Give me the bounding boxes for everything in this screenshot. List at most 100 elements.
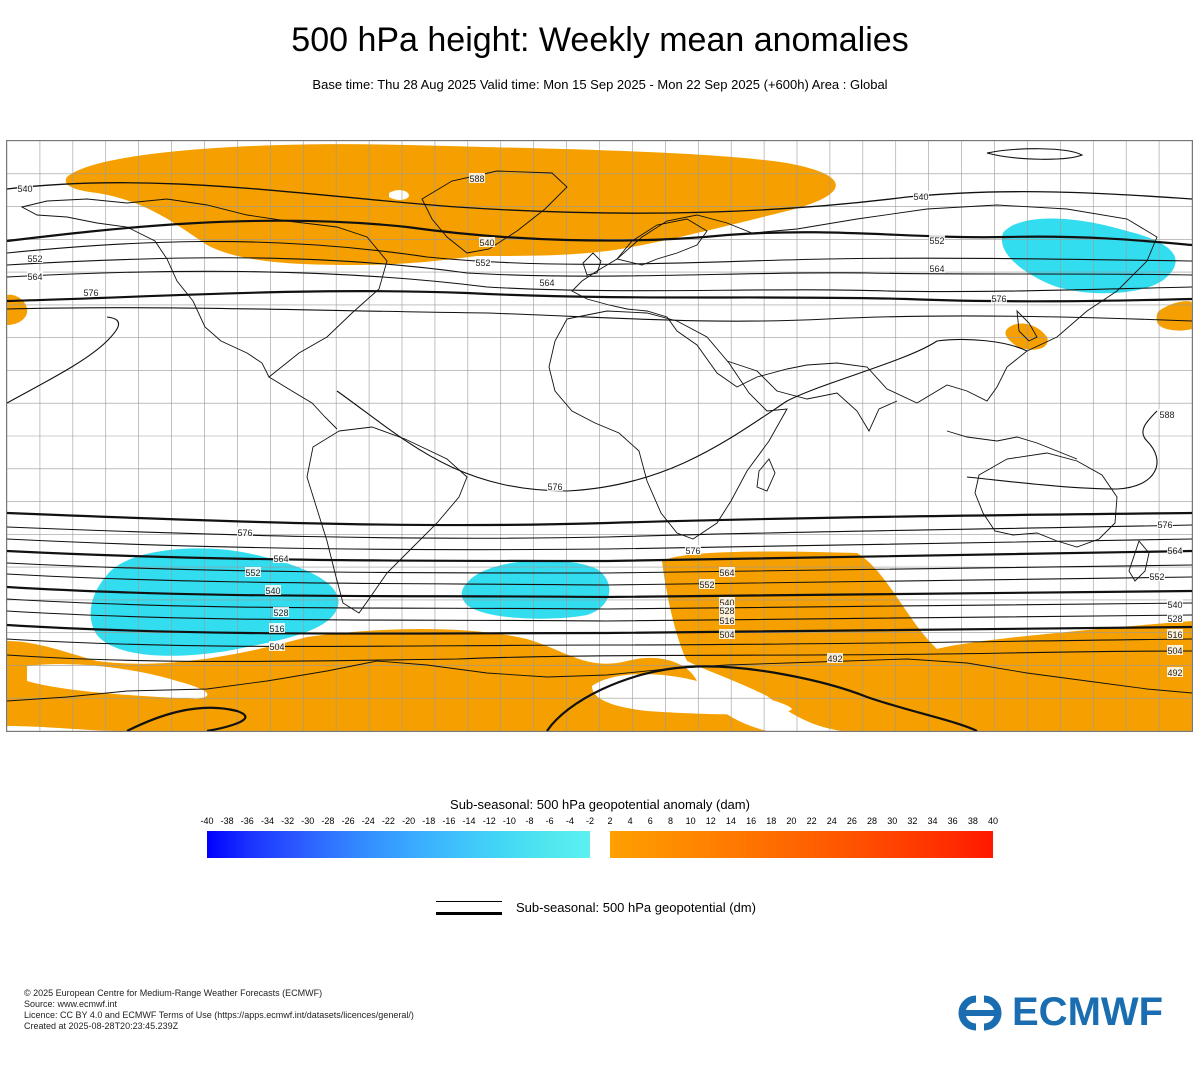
- contour-label: 540: [719, 598, 734, 608]
- map-panel: 540 552 564 576 588 540 552 564 576 576 564 552 540 5…: [6, 140, 1193, 732]
- colorbar-positive: [610, 831, 993, 858]
- contour-line-north: [7, 240, 1192, 265]
- colorbar-tick-label: 26: [846, 816, 857, 826]
- contour-label: 528: [273, 608, 288, 618]
- negative-anomaly-south-atlantic: [461, 560, 610, 619]
- contour-label-bg: [827, 653, 843, 663]
- contour-label-bg: [17, 183, 33, 193]
- contour-line-antarctic: [126, 706, 247, 731]
- contour-label-bg: [479, 237, 495, 247]
- contour-label-bg: [719, 605, 735, 615]
- ecmwf-logo-text: ECMWF: [1012, 990, 1164, 1034]
- contour-label: 504: [719, 630, 734, 640]
- contour-label: 552: [699, 580, 714, 590]
- source-line: Source: www.ecmwf.int: [24, 999, 118, 1009]
- colorbar-tick-label: -22: [381, 816, 395, 826]
- copyright-line: © 2025 European Centre for Medium-Range …: [24, 988, 323, 998]
- contour-line-antarctic: [546, 665, 978, 731]
- coast-central-america: [268, 376, 338, 430]
- contour-legend-swatch: [436, 901, 502, 915]
- contour-label: 540: [1167, 600, 1182, 610]
- colorbar-negative: [207, 831, 590, 858]
- colorbar-tick-label: -18: [422, 816, 436, 826]
- colorbar-tick-label: 10: [685, 816, 696, 826]
- colorbar-tick-label: -38: [220, 816, 234, 826]
- contour-label: 576: [991, 294, 1006, 304]
- ecmwf-logo: ECMWF: [952, 990, 1182, 1034]
- coast-greenland: [421, 170, 568, 254]
- contour-label-bg: [547, 481, 563, 491]
- positive-anomaly-south-pacific-antarctic: [7, 628, 767, 731]
- contour-label-bg: [699, 579, 715, 589]
- contour-label: 564: [719, 568, 734, 578]
- colorbar-tick-label: -32: [281, 816, 295, 826]
- colorbar-tick-label: -34: [260, 816, 274, 826]
- colorbar-tick-label: -28: [321, 816, 335, 826]
- contour-label-bg: [265, 585, 281, 595]
- contour-label-bg: [685, 545, 701, 555]
- contour-line-north: [7, 290, 1192, 303]
- colorbar-tick-labels: -40 -38 -36 -34 -32 -30 -28 -26 -24 -22 -20 -18 -16-…: [0, 816, 1200, 828]
- colorbar-tick-label: -16: [442, 816, 456, 826]
- positive-anomaly-north-america: [65, 144, 836, 265]
- contour-line-south: [7, 524, 1192, 539]
- contour-line-south: [7, 638, 1192, 648]
- coast-southeast-asia-islands: [946, 430, 1078, 460]
- contour-label-bg: [929, 263, 945, 273]
- no-anomaly-hudson: [389, 190, 409, 200]
- contour-label-bg: [245, 567, 261, 577]
- colorbar-tick-label: 12: [705, 816, 716, 826]
- colorbar-tick-label: 8: [667, 816, 673, 826]
- contour-line-south: [7, 610, 1192, 622]
- contour-label-bg: [719, 615, 735, 625]
- contour-label: 516: [1167, 630, 1182, 640]
- colorbar-tick-label: 6: [647, 816, 653, 826]
- contour-line-subtropical: [336, 338, 1028, 492]
- contour-label-bg: [719, 567, 735, 577]
- contour-line-south: [7, 598, 1192, 610]
- contour-label: 552: [475, 258, 490, 268]
- contour-label: 588: [1159, 410, 1174, 420]
- colorbar-tick-label: 2: [607, 816, 613, 826]
- colorbar-tick-label: 34: [927, 816, 938, 826]
- contour-line-north: [7, 270, 1192, 293]
- contour-label: 552: [245, 568, 260, 578]
- contour-line-south: [7, 623, 1192, 635]
- positive-anomaly-japan: [1005, 323, 1048, 350]
- contour-label-bg: [273, 607, 289, 617]
- contour-label-bg: [1157, 519, 1173, 529]
- positive-anomaly-pacific-east: [1156, 301, 1192, 331]
- coast-uk: [582, 252, 602, 276]
- contour-label-bg: [27, 253, 43, 263]
- created-line: Created at 2025-08-28T20:23:45.239Z: [24, 1021, 179, 1031]
- contour-label: 492: [827, 654, 842, 664]
- coastlines: [7, 170, 1192, 702]
- colorbar-tick-label: -14: [462, 816, 476, 826]
- positive-anomaly-southern-indian-ocean: [662, 551, 1192, 731]
- contour-label: 492: [1167, 668, 1182, 678]
- colorbar-tick-label: -24: [361, 816, 375, 826]
- contour-label: 552: [27, 254, 42, 264]
- contour-label: 576: [83, 288, 98, 298]
- colorbar-tick-label: -30: [301, 816, 315, 826]
- contour-legend: Sub-seasonal: 500 hPa geopotential (dm): [436, 898, 936, 918]
- positive-anomaly-pacific-west: [7, 294, 28, 325]
- colorbar-tick-label: 16: [746, 816, 757, 826]
- colorbar-tick-label: -36: [240, 816, 254, 826]
- contour-label-bg: [913, 191, 929, 201]
- coast-arabia-india: [726, 360, 898, 432]
- contour-label: 564: [1167, 546, 1182, 556]
- contour-label-bg: [273, 553, 289, 563]
- colorbar-tick-label: 14: [725, 816, 736, 826]
- contour-label-bg: [1167, 645, 1183, 655]
- contour-label: 552: [1149, 572, 1164, 582]
- contour-label: 540: [265, 586, 280, 596]
- colorbar-tick-label: -4: [565, 816, 574, 826]
- colorbar-tick-label: 24: [826, 816, 837, 826]
- colorbar-tick-label: -40: [200, 816, 214, 826]
- contour-label: 552: [929, 236, 944, 246]
- map-svg: 5405525645765885405525645765765645525405…: [7, 141, 1192, 731]
- contour-label: 576: [237, 528, 252, 538]
- geopotential-contours: [7, 148, 1192, 731]
- contour-label-bg: [475, 257, 491, 267]
